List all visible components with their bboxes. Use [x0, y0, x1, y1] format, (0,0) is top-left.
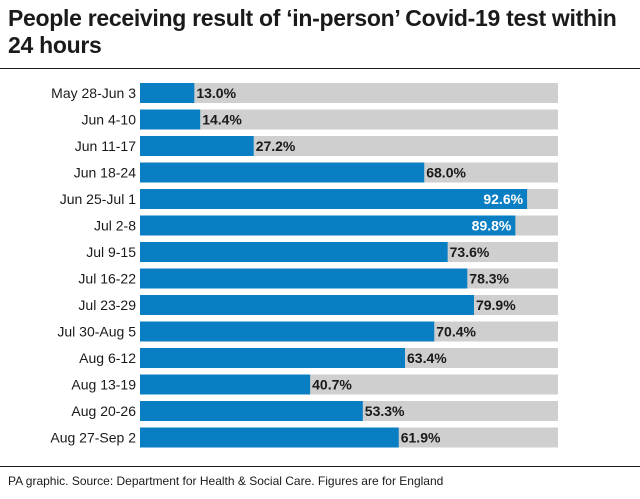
data-label: 53.3% [365, 403, 405, 419]
data-label: 89.8% [472, 218, 512, 234]
data-label: 68.0% [426, 165, 466, 181]
chart-title: People receiving result of ‘in-person’ C… [8, 5, 617, 58]
bar [140, 348, 406, 368]
data-label: 14.4% [202, 112, 242, 128]
bar [140, 189, 528, 209]
category-label: Jun 11-17 [75, 138, 136, 154]
bar [140, 295, 474, 315]
bar [140, 136, 254, 156]
bar [140, 83, 195, 103]
category-label: Aug 27-Sep 2 [50, 430, 136, 446]
bar [140, 268, 468, 289]
category-label: Jun 18-24 [74, 165, 136, 181]
bar [140, 242, 448, 262]
bar [140, 427, 399, 448]
data-label: 61.9% [401, 430, 441, 446]
category-label: Jul 30-Aug 5 [57, 324, 136, 340]
top-divider [0, 68, 640, 69]
data-label: 13.0% [196, 85, 236, 101]
bar [140, 215, 516, 236]
bottom-divider [0, 466, 640, 467]
category-label: Aug 20-26 [71, 403, 136, 419]
data-label: 79.9% [476, 297, 516, 313]
category-label: Aug 13-19 [71, 377, 136, 393]
bar-track [140, 83, 558, 103]
data-label: 63.4% [407, 350, 447, 366]
data-label: 40.7% [312, 377, 352, 393]
category-label: Jun 4-10 [82, 112, 137, 128]
bar [140, 321, 435, 342]
data-label: 92.6% [483, 191, 523, 207]
data-label: 78.3% [469, 271, 509, 287]
source-note: PA graphic. Source: Department for Healt… [8, 474, 444, 488]
bar-track [140, 109, 558, 130]
category-label: Jul 16-22 [78, 271, 136, 287]
category-label: Jun 25-Jul 1 [60, 191, 136, 207]
bar [140, 374, 311, 395]
category-label: Jul 2-8 [94, 218, 136, 234]
category-label: Jul 23-29 [78, 297, 136, 313]
bar [140, 401, 363, 421]
category-label: Aug 6-12 [79, 350, 136, 366]
category-label: Jul 9-15 [86, 244, 136, 260]
data-label: 27.2% [256, 138, 296, 154]
data-label: 70.4% [436, 324, 476, 340]
bar [140, 109, 201, 130]
bar-chart: May 28-Jun 3 13.0% Jun 4-10 14.4% Jun 11-17 2… [50, 83, 558, 448]
bar [140, 162, 425, 183]
data-label: 73.6% [450, 244, 490, 260]
category-label: May 28-Jun 3 [51, 85, 136, 101]
